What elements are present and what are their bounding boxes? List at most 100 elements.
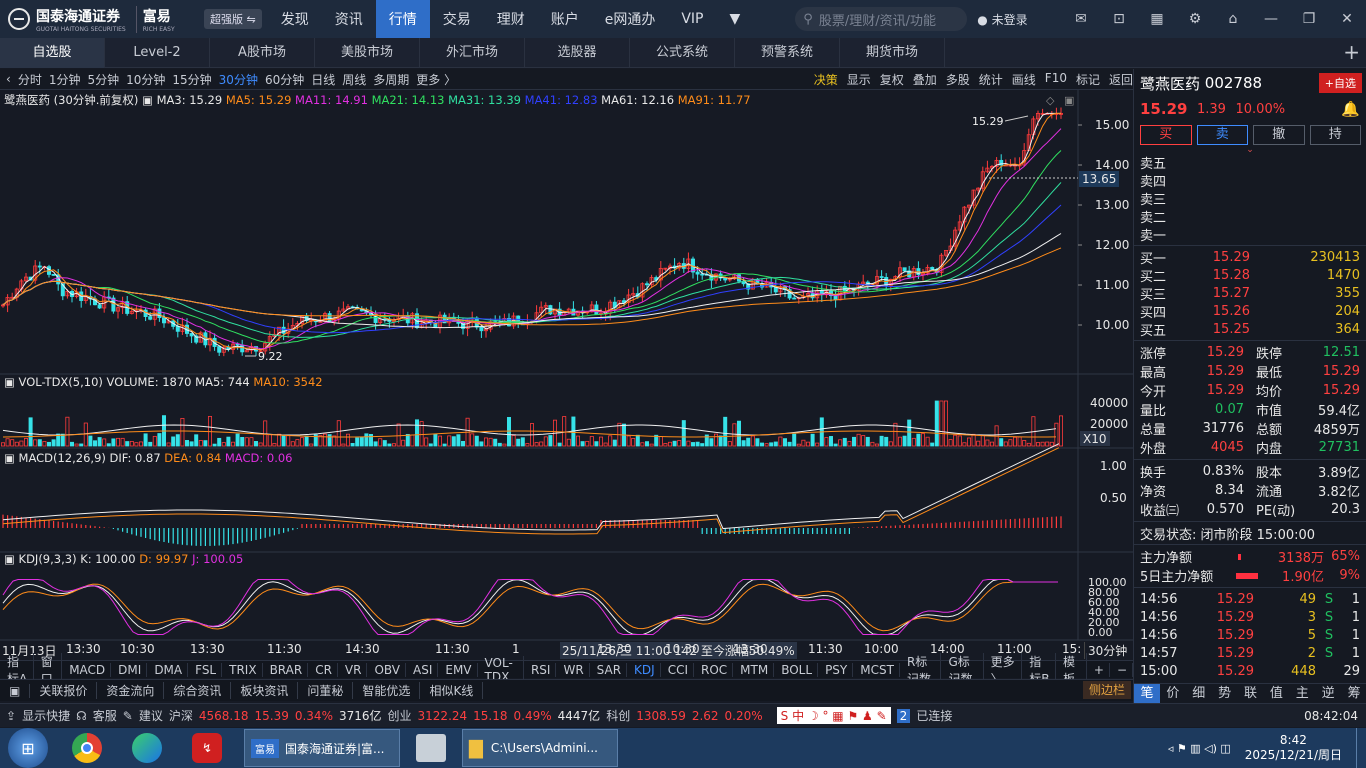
bottom-tab-1[interactable]: 资金流向 xyxy=(97,682,165,699)
suggest-label[interactable]: 建议 xyxy=(138,709,163,723)
collapse-icon[interactable]: ‹ xyxy=(6,72,11,86)
nav-item-8[interactable]: ▼ xyxy=(729,11,741,27)
service-label[interactable]: 客服 xyxy=(92,709,117,723)
period-8[interactable]: 周线 xyxy=(342,72,367,87)
nav-item-2[interactable]: 行情 xyxy=(375,0,430,38)
indicator-3[interactable]: DMI xyxy=(116,662,148,677)
indicator-2[interactable]: MACD xyxy=(67,662,112,677)
bottom-tab-2[interactable]: 综合资讯 xyxy=(164,682,232,699)
indicator-7[interactable]: BRAR xyxy=(268,662,309,677)
tray-icons[interactable]: ◃ ⚑ ▥ ◁) ◫ xyxy=(1167,741,1231,755)
start-button[interactable]: ⊞ xyxy=(8,728,48,768)
indicator-11[interactable]: ASI xyxy=(411,662,439,677)
nav-item-3[interactable]: 交易 xyxy=(442,12,471,28)
nav-item-5[interactable]: 账户 xyxy=(550,12,579,28)
period-3[interactable]: 10分钟 xyxy=(126,72,166,87)
trade-btn-1[interactable]: 卖 xyxy=(1196,125,1248,145)
restore-icon[interactable]: ❐ xyxy=(1302,11,1316,27)
rp-tab-1[interactable]: 价 xyxy=(1166,686,1180,701)
period-6[interactable]: 60分钟 xyxy=(264,72,305,87)
tab-1[interactable]: Level-2 xyxy=(105,38,210,68)
nav-item-4[interactable]: 理财 xyxy=(496,12,525,28)
grid-icon[interactable]: ▦ xyxy=(1150,11,1164,27)
rp-tab-3[interactable]: 势 xyxy=(1218,686,1232,701)
bottom-tab-5[interactable]: 智能优选 xyxy=(353,682,421,699)
add-tab-icon[interactable]: + xyxy=(1343,40,1360,64)
login-button[interactable]: ● 未登录 xyxy=(977,11,1027,28)
bell-icon[interactable]: 🔔 xyxy=(1341,100,1360,118)
suggest-icon[interactable]: ✎ xyxy=(122,708,133,723)
tab-4[interactable]: 外汇市场 xyxy=(420,38,525,68)
kline-chart[interactable]: 15.0014.0013.0012.0011.0010.0013.6515.29… xyxy=(0,90,1133,660)
tool-icon[interactable] xyxy=(416,734,446,762)
indicator-8[interactable]: CR xyxy=(313,662,338,677)
nav-item-1[interactable]: 资讯 xyxy=(334,12,363,28)
period-0[interactable]: 分时 xyxy=(17,72,42,87)
period-1[interactable]: 1分钟 xyxy=(48,72,81,87)
tab-7[interactable]: 预警系统 xyxy=(735,38,840,68)
period-2[interactable]: 5分钟 xyxy=(87,72,120,87)
rp-tab-7[interactable]: 逆 xyxy=(1321,686,1335,701)
chrome-icon[interactable] xyxy=(72,733,102,763)
rp-tab-5[interactable]: 值 xyxy=(1269,686,1283,701)
indicator-9[interactable]: VR xyxy=(343,662,368,677)
indicator-6[interactable]: TRIX xyxy=(227,662,263,677)
bottom-tab-6[interactable]: 相似K线 xyxy=(420,682,484,699)
sidebar-button[interactable]: 侧边栏 xyxy=(1083,681,1131,699)
chart-tool-2[interactable]: 复权 xyxy=(879,72,904,87)
chart-tool-9[interactable]: 返回 xyxy=(1108,72,1133,87)
period-4[interactable]: 15分钟 xyxy=(172,72,212,87)
minimize-icon[interactable]: — xyxy=(1264,11,1278,27)
shortcut-label[interactable]: 显示快捷 xyxy=(22,709,71,723)
indicator-19[interactable]: ROC xyxy=(699,662,734,677)
service-icon[interactable]: ☊ xyxy=(76,708,87,723)
nav-item-0[interactable]: 发现 xyxy=(280,12,309,28)
indicator-30[interactable]: − xyxy=(1115,662,1134,677)
trade-btn-0[interactable]: 买 xyxy=(1140,125,1192,145)
indicator-5[interactable]: FSL xyxy=(193,662,223,677)
shortcut-icon[interactable]: ⇪ xyxy=(6,708,17,723)
period-10[interactable]: 更多 〉 xyxy=(416,72,457,87)
chart-tool-3[interactable]: 叠加 xyxy=(912,72,937,87)
tab-2[interactable]: A股市场 xyxy=(210,38,315,68)
rp-tab-2[interactable]: 细 xyxy=(1192,686,1206,701)
edge-icon[interactable] xyxy=(132,733,162,763)
ime-toolbar[interactable]: S 中 ☽ ° ▦ ⚑ ♟ ✎ xyxy=(776,707,891,724)
tab-0[interactable]: 自选股 xyxy=(0,38,105,68)
bottom-tab-0[interactable]: 关联报价 xyxy=(30,682,98,699)
show-desktop[interactable] xyxy=(1356,728,1366,768)
bottom-tab-4[interactable]: 问董秘 xyxy=(298,682,354,699)
indicator-22[interactable]: PSY xyxy=(823,662,854,677)
rp-tab-4[interactable]: 联 xyxy=(1244,686,1258,701)
indicator-20[interactable]: MTM xyxy=(738,662,775,677)
indicator-15[interactable]: WR xyxy=(561,662,590,677)
shirt-icon[interactable]: ⌂ xyxy=(1228,11,1238,27)
rp-tab-8[interactable]: 筹 xyxy=(1347,686,1361,701)
tab-6[interactable]: 公式系统 xyxy=(630,38,735,68)
add-watchlist-button[interactable]: +自选 xyxy=(1318,73,1362,93)
indicator-21[interactable]: BOLL xyxy=(779,662,819,677)
time-unit[interactable]: 30分钟 xyxy=(1084,642,1127,659)
indicator-23[interactable]: MCST xyxy=(858,662,900,677)
tab-5[interactable]: 选股器 xyxy=(525,38,630,68)
rp-tab-0[interactable]: 笔 xyxy=(1134,684,1160,703)
chart-tool-8[interactable]: 标记 xyxy=(1075,72,1100,87)
gear-icon[interactable]: ⚙ xyxy=(1188,11,1202,27)
indicator-18[interactable]: CCI xyxy=(666,662,694,677)
chart-tool-4[interactable]: 多股 xyxy=(945,72,970,87)
tab-8[interactable]: 期货市场 xyxy=(840,38,945,68)
bottom-tab-3[interactable]: 板块资讯 xyxy=(231,682,299,699)
lock-icon[interactable]: ⊡ xyxy=(1113,11,1125,27)
indicator-14[interactable]: RSI xyxy=(529,662,557,677)
search-input[interactable]: ⚲ 股票/理财/资讯/功能 xyxy=(795,7,968,31)
bottom-collapse-icon[interactable]: ▣ xyxy=(0,683,31,698)
nav-item-6[interactable]: e网通办 xyxy=(604,12,656,28)
rp-tab-6[interactable]: 主 xyxy=(1295,686,1309,701)
chart-tool-5[interactable]: 统计 xyxy=(978,72,1003,87)
mail-icon[interactable]: ✉ xyxy=(1075,11,1087,27)
period-7[interactable]: 日线 xyxy=(311,72,336,87)
trade-btn-3[interactable]: 持 xyxy=(1309,125,1361,145)
chart-tool-1[interactable]: 显示 xyxy=(846,72,871,87)
indicator-17[interactable]: KDJ xyxy=(632,662,661,677)
indicator-29[interactable]: + xyxy=(1092,662,1110,677)
